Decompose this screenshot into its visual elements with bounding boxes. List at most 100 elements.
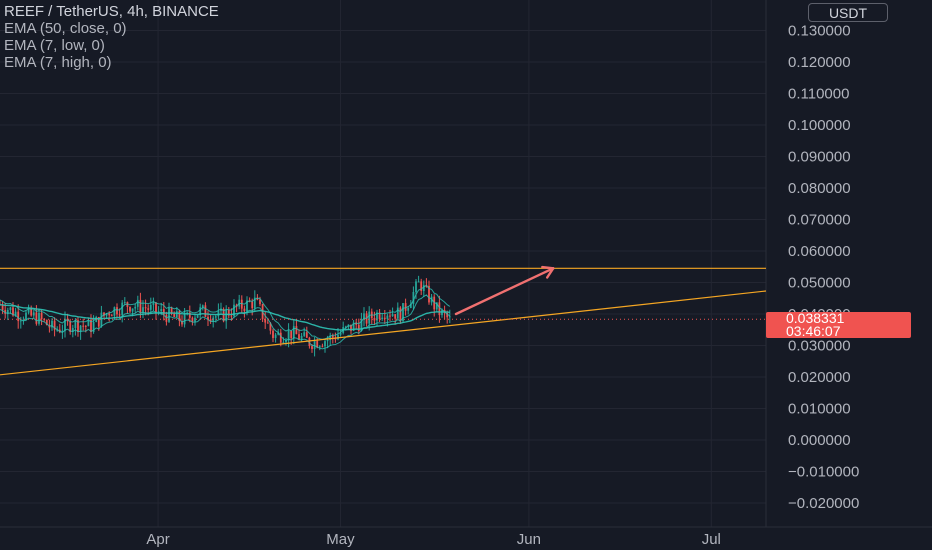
candle-body (292, 326, 295, 339)
ema-50-line (0, 304, 450, 331)
candle-body (12, 307, 14, 316)
ema-7-high-label[interactable]: EMA (7, high, 0) (4, 54, 112, 71)
candle-body (324, 341, 326, 347)
candle-body (25, 312, 27, 320)
candle-body (9, 307, 12, 310)
candle-body (116, 307, 118, 315)
candle-body (131, 308, 134, 312)
currency-unit-button[interactable]: USDT (808, 3, 888, 22)
candle-body (277, 332, 280, 335)
candle-body (90, 319, 92, 333)
candle-body (298, 334, 300, 340)
candle-body (399, 307, 402, 322)
candle-body (409, 303, 412, 308)
candle-body (240, 299, 243, 309)
candle-body (305, 332, 308, 338)
candle-body (253, 297, 256, 309)
candle-body (230, 315, 233, 317)
candle-body (207, 316, 209, 320)
candle-body (428, 285, 430, 303)
candle-body (108, 313, 111, 316)
candle-body (38, 312, 40, 324)
price-tick-label: 0.130000 (788, 23, 851, 40)
candle-body (415, 281, 417, 292)
candle-body (420, 281, 423, 292)
candle-body (269, 323, 272, 331)
candle-body (251, 301, 254, 309)
candle-body (51, 320, 53, 328)
candle-body (360, 318, 363, 332)
candle-body (417, 281, 420, 283)
candle-body (142, 307, 144, 313)
candle-body (103, 312, 105, 316)
candle-body (321, 346, 324, 348)
candle-body (53, 320, 56, 330)
candle-body (422, 285, 425, 292)
time-axis[interactable]: Apr May Jun Jul (146, 531, 720, 548)
time-tick-label: Jun (517, 531, 541, 548)
candle-body (287, 330, 290, 341)
candle-body (303, 332, 306, 336)
ema-7-high-line (0, 284, 451, 340)
candle-body (407, 307, 410, 311)
price-tick-label: 0.100000 (788, 117, 851, 134)
support-trendline[interactable] (0, 290, 767, 376)
candle-body (183, 312, 186, 325)
price-tick-label: 0.120000 (788, 54, 851, 71)
price-tick-label: −0.010000 (788, 464, 859, 481)
candle-body (71, 327, 74, 332)
chart-legend: REEF / TetherUS, 4h, BINANCE EMA (50, cl… (4, 3, 219, 71)
candle-body (136, 299, 139, 307)
time-tick-label: Apr (146, 531, 169, 548)
price-tick-label: 0.090000 (788, 149, 851, 166)
candle-body (40, 312, 43, 320)
candle-body (326, 339, 329, 342)
grid-lines (0, 0, 766, 527)
candle-body (329, 335, 332, 340)
candle-body (279, 332, 282, 343)
candle-body (220, 309, 222, 311)
candle-body (188, 312, 191, 318)
price-axis[interactable]: 0.130000 0.120000 0.110000 0.100000 0.090000… (788, 23, 859, 513)
candle-body (404, 303, 407, 311)
arrow-shaft[interactable] (454, 267, 555, 316)
candle-body (144, 307, 147, 309)
ema-7-low-label[interactable]: EMA (7, low, 0) (4, 37, 105, 54)
candle-body (363, 313, 365, 319)
candle-body (396, 307, 399, 319)
candle-body (149, 304, 152, 310)
drawings[interactable] (0, 265, 767, 376)
candle-body (147, 308, 150, 310)
candle-body (389, 315, 391, 317)
candle-body (113, 307, 116, 316)
candle-body (264, 319, 267, 323)
candle-body (157, 311, 160, 313)
candle-body (266, 322, 269, 324)
ema-50-close-label[interactable]: EMA (50, close, 0) (4, 20, 127, 37)
candle-body (285, 340, 287, 343)
candle-body (402, 303, 404, 322)
bar-countdown: 03:46:07 (786, 323, 841, 339)
price-tick-label: 0.020000 (788, 369, 851, 386)
candle-body (4, 309, 7, 314)
candle-body (233, 304, 235, 317)
candle-body (259, 299, 261, 305)
last-price-tag: 0.038331 03:46:07 (766, 311, 911, 339)
candle-body (6, 309, 9, 314)
candle-body (209, 319, 212, 322)
candle-body (84, 325, 87, 327)
candle-body (300, 335, 303, 340)
candle-body (196, 315, 199, 318)
candle-body (121, 302, 124, 316)
candle-body (344, 326, 347, 328)
candle-body (295, 326, 298, 335)
price-tick-label: −0.020000 (788, 495, 859, 512)
candle-body (311, 346, 313, 349)
candle-body (181, 321, 183, 325)
candle-body (139, 299, 142, 313)
candle-body (123, 302, 126, 304)
candle-body (383, 317, 386, 319)
symbol-title[interactable]: REEF / TetherUS, 4h, BINANCE (4, 3, 219, 20)
candle-body (155, 302, 157, 313)
